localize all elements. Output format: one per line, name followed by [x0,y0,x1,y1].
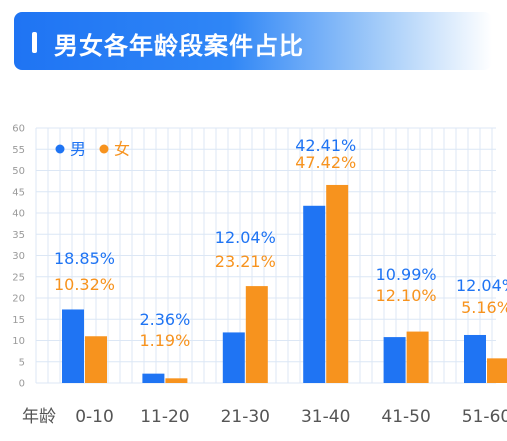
bar-male-41-50 [383,337,406,383]
x-tick-label: 11-20 [140,407,189,427]
bar-female-0-10 [85,336,107,383]
x-tick-label: 0-10 [75,407,114,427]
bar-male-51-60 [464,334,486,383]
bar-female-41-50 [406,331,429,383]
data-label-male: 12.04% [456,276,507,295]
chart-title: 男女各年龄段案件占比 [54,32,304,60]
y-tick-label: 35 [12,230,25,241]
data-label-female: 10.32% [54,275,115,294]
x-tick-label: 31-40 [301,407,350,427]
y-tick-label: 50 [12,166,25,177]
legend-label-male: 男 [70,140,86,159]
bar-female-21-30 [245,286,268,383]
x-tick-label: 51-60 [462,407,507,427]
data-label-female: 47.42% [295,153,356,172]
data-label-male: 42.41% [295,136,356,155]
y-tick-label: 15 [12,315,25,326]
y-tick-label: 30 [12,251,25,262]
y-tick-label: 55 [12,145,25,156]
bar-female-51-60 [487,358,507,383]
bar-male-31-40 [303,205,326,383]
y-tick-label: 60 [12,124,25,135]
y-tick-label: 20 [12,294,25,305]
y-tick-label: 0 [19,379,25,390]
title-accent-bar [32,32,37,53]
bar-female-11-20 [165,378,188,383]
x-tick-label: 41-50 [381,407,430,427]
data-label-male: 18.85% [54,249,115,268]
data-label-male: 2.36% [139,310,190,329]
bar-male-11-20 [142,373,165,383]
data-label-female: 5.16% [461,298,507,317]
y-tick-label: 5 [19,357,25,368]
data-label-male: 10.99% [376,265,437,284]
legend-label-female: 女 [114,140,130,159]
y-tick-label: 45 [12,187,25,198]
x-tick-label: 21-30 [221,407,270,427]
data-label-female: 1.19% [139,331,190,350]
bar-male-0-10 [62,309,84,383]
data-label-male: 12.04% [215,228,276,247]
x-axis-label: 年龄 [22,407,56,427]
bar-female-31-40 [326,184,349,383]
y-tick-label: 40 [12,209,25,220]
data-label-female: 23.21% [215,252,276,271]
title-banner: 男女各年龄段案件占比 [14,12,492,70]
y-tick-label: 25 [12,272,25,283]
legend-marker-female [99,144,109,154]
data-label-female: 12.10% [376,286,437,305]
bar-male-21-30 [222,332,245,383]
legend-marker-male [55,144,65,154]
y-tick-label: 10 [12,336,25,347]
